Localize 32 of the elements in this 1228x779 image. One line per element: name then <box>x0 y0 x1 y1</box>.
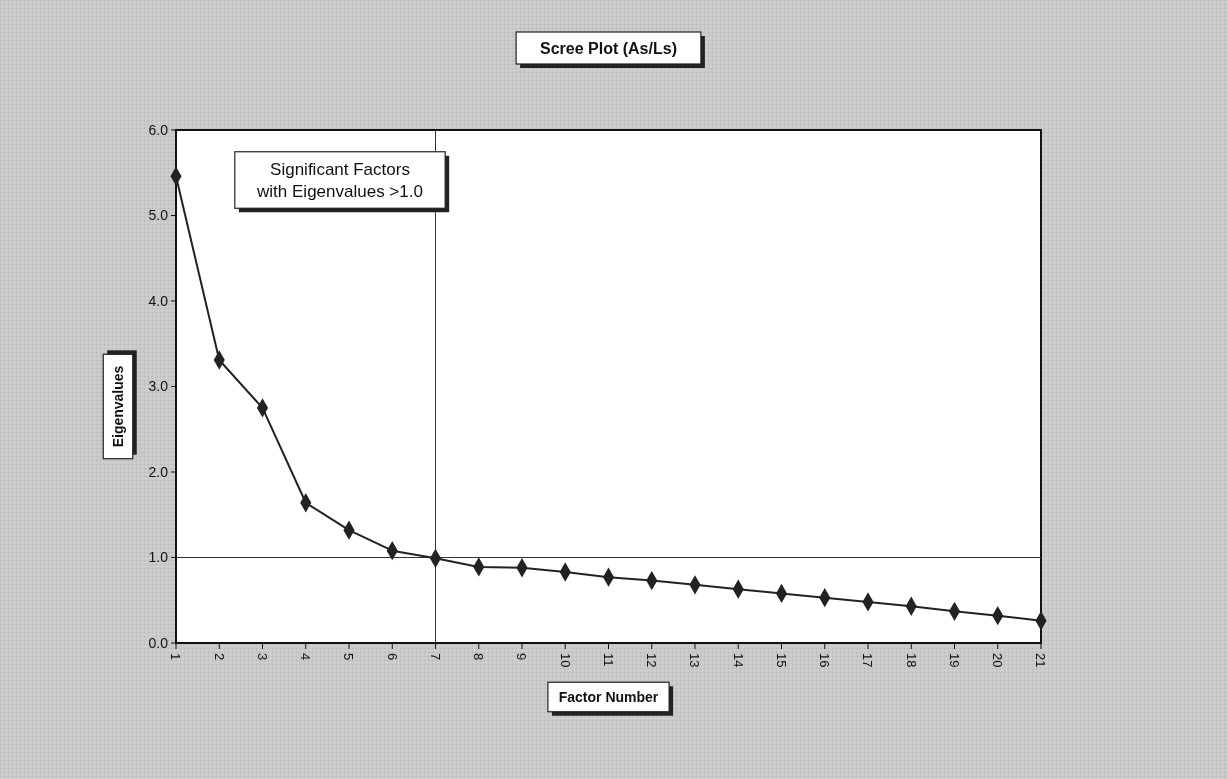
x-tick-label: 4 <box>298 653 314 661</box>
x-axis-title: Factor Number <box>558 688 659 705</box>
x-tick-label: 9 <box>514 653 530 661</box>
x-tick-label: 7 <box>427 653 443 661</box>
x-tick-label: 17 <box>860 653 876 668</box>
x-tick-label: 14 <box>730 653 746 668</box>
annotation: Significant Factors with Eigenvalues >1.0 <box>256 160 423 201</box>
x-tick-label: 12 <box>644 653 660 668</box>
x-tick-label: 5 <box>341 653 357 661</box>
y-tick-label: 1.0 <box>148 549 169 566</box>
y-tick-label: 3.0 <box>148 378 169 395</box>
chart-title: Scree Plot (As/Ls) <box>540 39 677 57</box>
y-tick-label: 6.0 <box>148 121 169 138</box>
x-tick-label: 16 <box>817 653 833 668</box>
y-axis-title: Eigenvalues <box>109 365 126 448</box>
x-tick-label: 18 <box>903 653 919 668</box>
y-tick-label: 4.0 <box>148 292 169 309</box>
y-tick-label: 0.0 <box>148 634 169 651</box>
x-tick-label: 20 <box>990 653 1006 668</box>
x-tick-label: 3 <box>254 653 270 661</box>
x-tick-label: 1 <box>168 653 184 661</box>
x-tick-label: 10 <box>557 653 573 668</box>
x-tick-label: 15 <box>773 653 789 668</box>
x-tick-label: 8 <box>471 653 487 661</box>
x-tick-label: 13 <box>687 653 703 668</box>
x-tick-label: 21 <box>1033 653 1049 668</box>
x-tick-label: 11 <box>600 653 616 667</box>
x-tick-label: 6 <box>384 653 400 661</box>
y-tick-label: 2.0 <box>148 463 169 480</box>
x-tick-label: 19 <box>946 653 962 668</box>
y-tick-label: 5.0 <box>148 207 169 224</box>
x-tick-label: 2 <box>211 653 227 661</box>
